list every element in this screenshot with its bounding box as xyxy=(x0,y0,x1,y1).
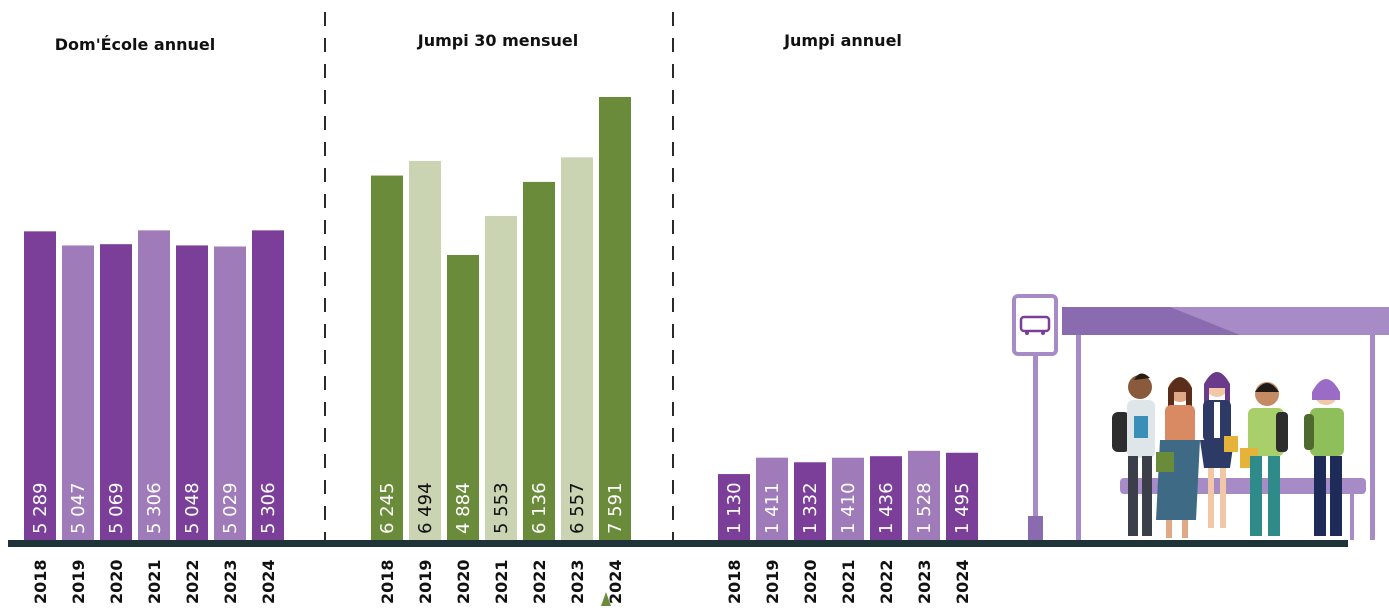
year-label-0-2018: 2018 xyxy=(31,559,50,604)
year-label-0-2022: 2022 xyxy=(183,559,202,604)
value-label-0-2018: 5 289 xyxy=(30,482,51,534)
value-label-2-2020: 1 332 xyxy=(800,482,821,534)
sign-pole xyxy=(1033,350,1038,520)
year-label-0-2024: 2024 xyxy=(259,559,278,604)
bar-0-2023 xyxy=(214,246,246,540)
chart-title-jumpi30: Jumpi 30 mensuel xyxy=(417,31,579,50)
bar-1-2019 xyxy=(409,161,441,541)
chart-title-domecole: Dom'École annuel xyxy=(55,35,215,54)
bar-2-2024 xyxy=(946,452,978,540)
shelter-post-right xyxy=(1370,335,1375,540)
bar-2-2023 xyxy=(908,450,940,540)
bar-2-2022 xyxy=(870,456,902,540)
year-label-2-2021: 2021 xyxy=(839,559,858,604)
year-label-2-2020: 2020 xyxy=(801,559,820,604)
year-label-2-2019: 2019 xyxy=(763,559,782,604)
year-label-2-2018: 2018 xyxy=(725,559,744,604)
bar-2-2020 xyxy=(794,462,826,540)
bar-1-2021 xyxy=(485,215,517,540)
year-label-0-2020: 2020 xyxy=(107,559,126,604)
year-label-2-2022: 2022 xyxy=(877,559,896,604)
bar-0-2018 xyxy=(24,231,56,540)
bar-1-2020 xyxy=(447,254,479,540)
value-label-0-2024: 5 306 xyxy=(258,482,279,534)
value-label-0-2023: 5 029 xyxy=(220,482,241,534)
bar-2-2021 xyxy=(832,457,864,540)
value-label-0-2022: 5 048 xyxy=(182,482,203,534)
year-label-1-2018: 2018 xyxy=(378,559,397,604)
year-label-0-2019: 2019 xyxy=(69,559,88,604)
value-label-1-2021: 5 553 xyxy=(491,482,512,534)
bus-stop-icon xyxy=(1012,294,1058,356)
year-label-2-2024: 2024 xyxy=(953,559,972,604)
value-label-1-2019: 6 494 xyxy=(415,482,436,534)
bus-stop-illustration xyxy=(1012,294,1389,540)
value-label-1-2020: 4 884 xyxy=(453,482,474,534)
value-label-0-2020: 5 069 xyxy=(106,482,127,534)
value-label-2-2018: 1 130 xyxy=(724,482,745,534)
shelter-post-left xyxy=(1076,335,1081,540)
bus-symbol xyxy=(1019,315,1051,333)
value-label-2-2021: 1 410 xyxy=(838,482,859,534)
bar-0-2021 xyxy=(138,230,170,540)
year-label-1-2024: 2024 xyxy=(606,559,625,604)
bar-1-2018 xyxy=(371,175,403,540)
value-label-1-2018: 6 245 xyxy=(377,482,398,534)
sign-base xyxy=(1028,516,1043,540)
value-label-2-2023: 1 528 xyxy=(914,482,935,534)
value-label-0-2019: 5 047 xyxy=(68,482,89,534)
value-label-0-2021: 5 306 xyxy=(144,482,165,534)
value-label-2-2019: 1 411 xyxy=(762,482,783,534)
year-label-1-2023: 2023 xyxy=(568,559,587,604)
value-label-1-2022: 6 136 xyxy=(529,482,550,534)
chart-title-jumpi-annuel: Jumpi annuel xyxy=(783,31,902,50)
year-label-1-2022: 2022 xyxy=(530,559,549,604)
bar-2-2019 xyxy=(756,457,788,540)
year-label-1-2021: 2021 xyxy=(492,559,511,604)
bar-1-2022 xyxy=(523,181,555,540)
bar-2-2018 xyxy=(718,474,750,540)
bar-0-2019 xyxy=(62,245,94,540)
bar-1-2023 xyxy=(561,157,593,540)
bar-0-2022 xyxy=(176,245,208,540)
year-label-2-2023: 2023 xyxy=(915,559,934,604)
bench xyxy=(1120,478,1366,494)
bars-layer: 5 289 2018 5 047 2019 5 069 2020 5 306 2021 5 04… xyxy=(24,97,978,604)
students-waiting-icon xyxy=(1112,372,1344,538)
year-label-0-2021: 2021 xyxy=(145,559,164,604)
year-label-1-2019: 2019 xyxy=(416,559,435,604)
value-label-2-2024: 1 495 xyxy=(952,482,973,534)
value-label-1-2024: 7 591 xyxy=(605,482,626,534)
year-label-0-2023: 2023 xyxy=(221,559,240,604)
up-arrow-icon xyxy=(601,592,611,606)
bar-0-2020 xyxy=(100,244,132,540)
baseline xyxy=(8,540,1348,547)
value-label-2-2022: 1 436 xyxy=(876,482,897,534)
bar-1-2024 xyxy=(599,97,631,540)
value-label-1-2023: 6 557 xyxy=(567,482,588,534)
bar-0-2024 xyxy=(252,230,284,540)
year-label-1-2020: 2020 xyxy=(454,559,473,604)
